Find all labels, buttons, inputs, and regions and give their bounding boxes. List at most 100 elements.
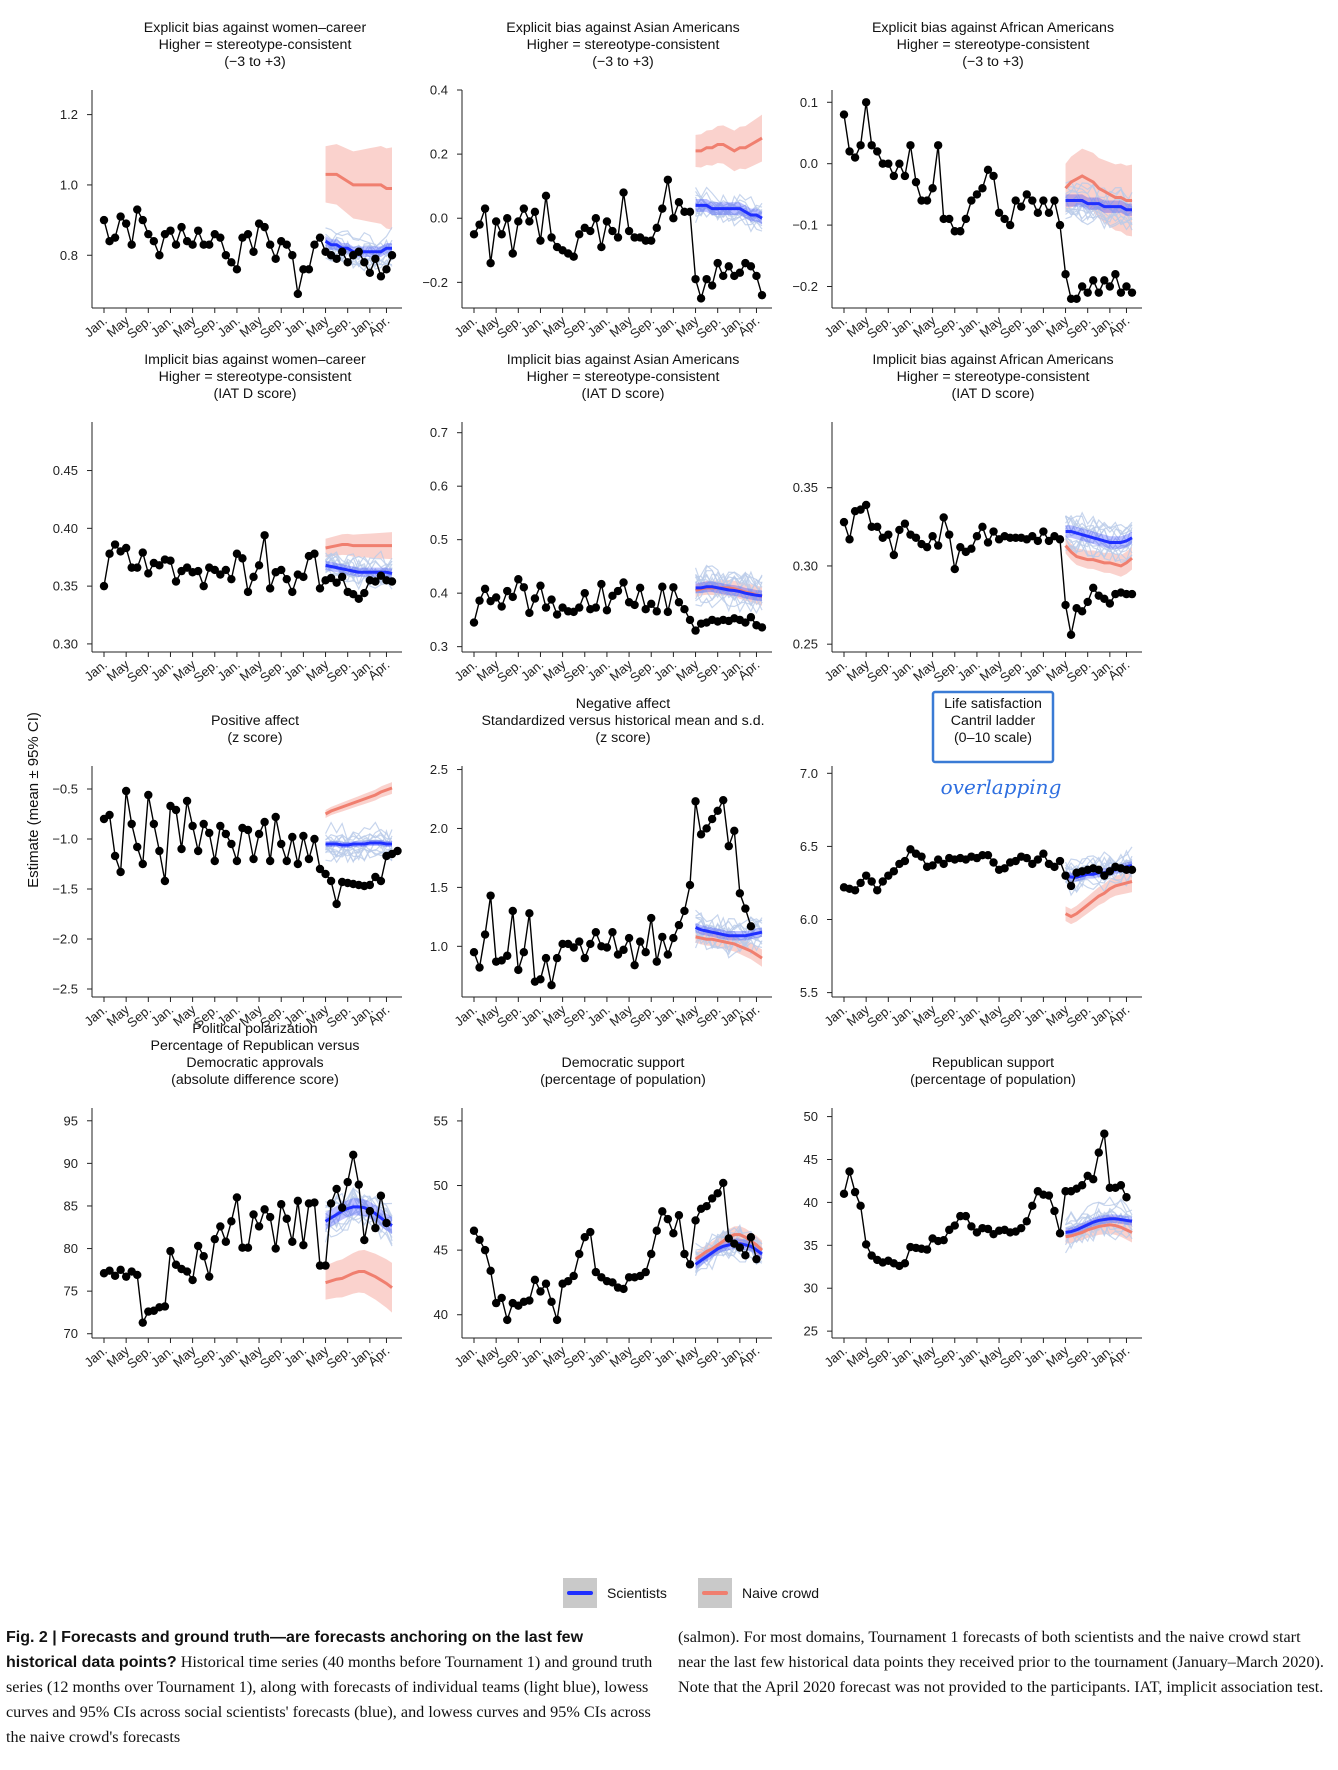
historical-point	[227, 1217, 236, 1226]
chart-title-line: (0–10 scale)	[954, 730, 1032, 746]
historical-point	[232, 1193, 242, 1202]
ground-truth-point	[730, 826, 739, 836]
historical-point	[1055, 856, 1065, 866]
scientists-curve	[1065, 1217, 1133, 1234]
ground-truth-point	[360, 1235, 369, 1245]
ground-truth-point	[332, 899, 341, 909]
historical-point	[652, 957, 661, 966]
historical-point	[138, 548, 147, 557]
ground-truth-point	[376, 876, 386, 886]
historical-point	[519, 583, 529, 592]
y-tick-label: −2.5	[52, 982, 78, 997]
historical-point	[193, 566, 203, 576]
historical-point	[591, 927, 601, 937]
historical-point	[1005, 220, 1015, 230]
historical-point	[856, 878, 865, 888]
historical-point	[856, 141, 865, 150]
y-tick-label: 0.45	[53, 463, 78, 478]
historical-point	[116, 212, 125, 221]
naive-ci-band	[695, 114, 762, 172]
chart-title-line: (percentage of population)	[540, 1072, 706, 1088]
ground-truth-point	[326, 876, 336, 886]
y-tick-label: 85	[64, 1198, 78, 1213]
chart-title-line: Republican support	[932, 1055, 1054, 1071]
y-tick-label: 1.0	[60, 177, 78, 192]
historical-point	[288, 251, 297, 260]
historical-point	[922, 1245, 932, 1254]
chart-title-line: Democratic support	[561, 1055, 684, 1071]
historical-point	[227, 574, 236, 584]
historical-point	[861, 500, 871, 510]
historical-point	[1033, 208, 1043, 218]
historical-point	[486, 258, 495, 268]
historical-point	[105, 810, 114, 820]
y-tick-label: 0.5	[430, 532, 448, 547]
historical-point	[956, 542, 965, 552]
ground-truth-point	[713, 258, 722, 268]
chart-title-line: (z score)	[227, 730, 282, 746]
historical-point	[619, 578, 628, 587]
historical-point	[850, 1187, 860, 1197]
historical-point	[288, 1237, 297, 1246]
chart-title-line: Higher = stereotype-consistent	[897, 369, 1090, 385]
historical-point	[525, 608, 534, 618]
ground-truth-point	[746, 1233, 756, 1242]
chart-title-line: (IAT D score)	[951, 386, 1034, 402]
historical-point	[304, 265, 314, 274]
observed-series-line	[843, 503, 1132, 635]
historical-point	[989, 858, 998, 867]
team-forecast-line	[325, 1188, 393, 1217]
y-tick-label: 6.0	[800, 912, 818, 927]
historical-point	[652, 223, 661, 233]
historical-point	[658, 932, 667, 942]
ground-truth-point	[1127, 865, 1137, 875]
ground-truth-point	[741, 904, 750, 913]
historical-point	[972, 190, 982, 199]
y-tick-label: 1.5	[430, 880, 448, 895]
y-tick-label: 5.5	[800, 985, 818, 1000]
historical-point	[503, 214, 512, 223]
historical-point	[1039, 849, 1048, 858]
historical-point	[243, 229, 253, 239]
y-tick-label: −1.0	[52, 832, 78, 847]
historical-point	[989, 527, 998, 536]
historical-point	[249, 247, 258, 256]
chart-title-line: Cantril ladder	[951, 713, 1036, 729]
ground-truth-point	[1105, 282, 1115, 291]
historical-point	[243, 1243, 253, 1252]
historical-point	[536, 581, 545, 590]
historical-point	[652, 607, 661, 616]
ground-truth-point	[376, 571, 386, 580]
historical-point	[873, 147, 882, 156]
team-forecast-line	[324, 1210, 393, 1245]
historical-point	[514, 217, 523, 226]
chart-title-line: Political polarization	[192, 1021, 317, 1037]
team-forecast-line	[1065, 517, 1133, 536]
ground-truth-point	[1100, 1129, 1109, 1138]
historical-point	[260, 1205, 269, 1214]
historical-point	[171, 577, 181, 586]
naive-crowd-curve	[695, 935, 763, 960]
historical-point	[121, 219, 131, 228]
historical-point	[260, 531, 269, 540]
y-tick-label: −0.2	[422, 275, 448, 290]
historical-point	[249, 854, 258, 864]
historical-point	[895, 525, 904, 535]
ground-truth-point	[757, 623, 767, 632]
historical-point	[613, 586, 623, 596]
ground-truth-point	[371, 1223, 380, 1233]
ground-truth-point	[360, 258, 369, 267]
historical-point	[575, 937, 584, 946]
ground-truth-point	[326, 1199, 336, 1208]
historical-point	[99, 215, 109, 225]
legend-item-naive-crowd: Naive crowd	[698, 1578, 819, 1608]
historical-point	[232, 856, 242, 866]
historical-point	[133, 563, 142, 572]
historical-point	[166, 556, 175, 565]
team-forecast-line	[695, 198, 763, 218]
scientists-curve	[694, 1242, 763, 1266]
ground-truth-point	[719, 271, 728, 281]
chart-title-line: Higher = stereotype-consistent	[897, 37, 1090, 53]
historical-point	[133, 1270, 142, 1280]
historical-point	[939, 513, 948, 522]
